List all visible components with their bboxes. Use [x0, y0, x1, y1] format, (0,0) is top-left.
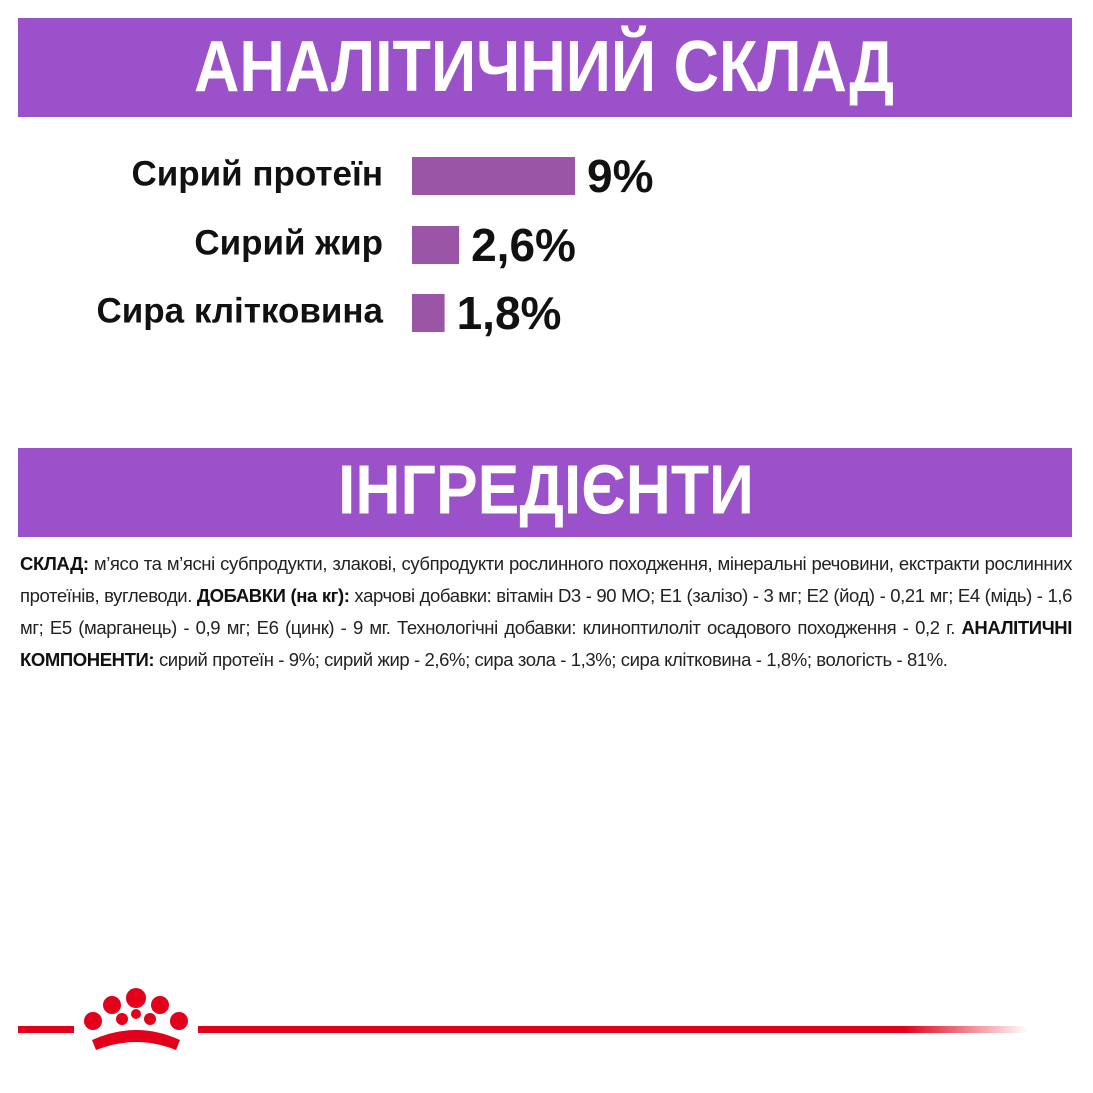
- bold-run: АНАЛІТИЧНІ КОМПОНЕНТИ:: [20, 617, 1072, 670]
- bar: [412, 157, 575, 195]
- category-label: Сирий жир: [194, 223, 383, 262]
- bold-run: СКЛАД:: [20, 553, 89, 574]
- ingredients-band: [18, 448, 1072, 537]
- text-run: сирий протеїн - 9%; сирий жир - 2,6%; си…: [154, 649, 948, 670]
- title-band: [18, 18, 1072, 117]
- logo-line: [198, 1026, 1028, 1033]
- logo-line: [18, 1026, 74, 1033]
- value-label: 9%: [587, 150, 653, 202]
- value-label: 2,6%: [471, 219, 576, 271]
- chart-title: АНАЛІТИЧНИЙ СКЛАД: [194, 25, 894, 107]
- ingredients-text: СКЛАД: м’ясо та м’ясні субпродукти, злак…: [20, 548, 1072, 676]
- text-run: харчові добавки: вітамін D3 - 90 МО; Е1 …: [20, 585, 1072, 638]
- ingredients-title: ІНГРЕДІЄНТИ: [338, 450, 754, 528]
- value-label: 1,8%: [457, 287, 562, 339]
- bold-run: ДОБАВКИ (на кг):: [196, 585, 350, 606]
- category-label: Сирий протеїн: [131, 154, 383, 193]
- text-run: м’ясо та м’ясні субпродукти, злакові, су…: [20, 553, 1072, 606]
- crown: [84, 988, 188, 1050]
- category-label: Сира клітковина: [97, 291, 384, 330]
- bar: [412, 294, 445, 332]
- logo: [18, 988, 1028, 1050]
- bar: [412, 226, 460, 264]
